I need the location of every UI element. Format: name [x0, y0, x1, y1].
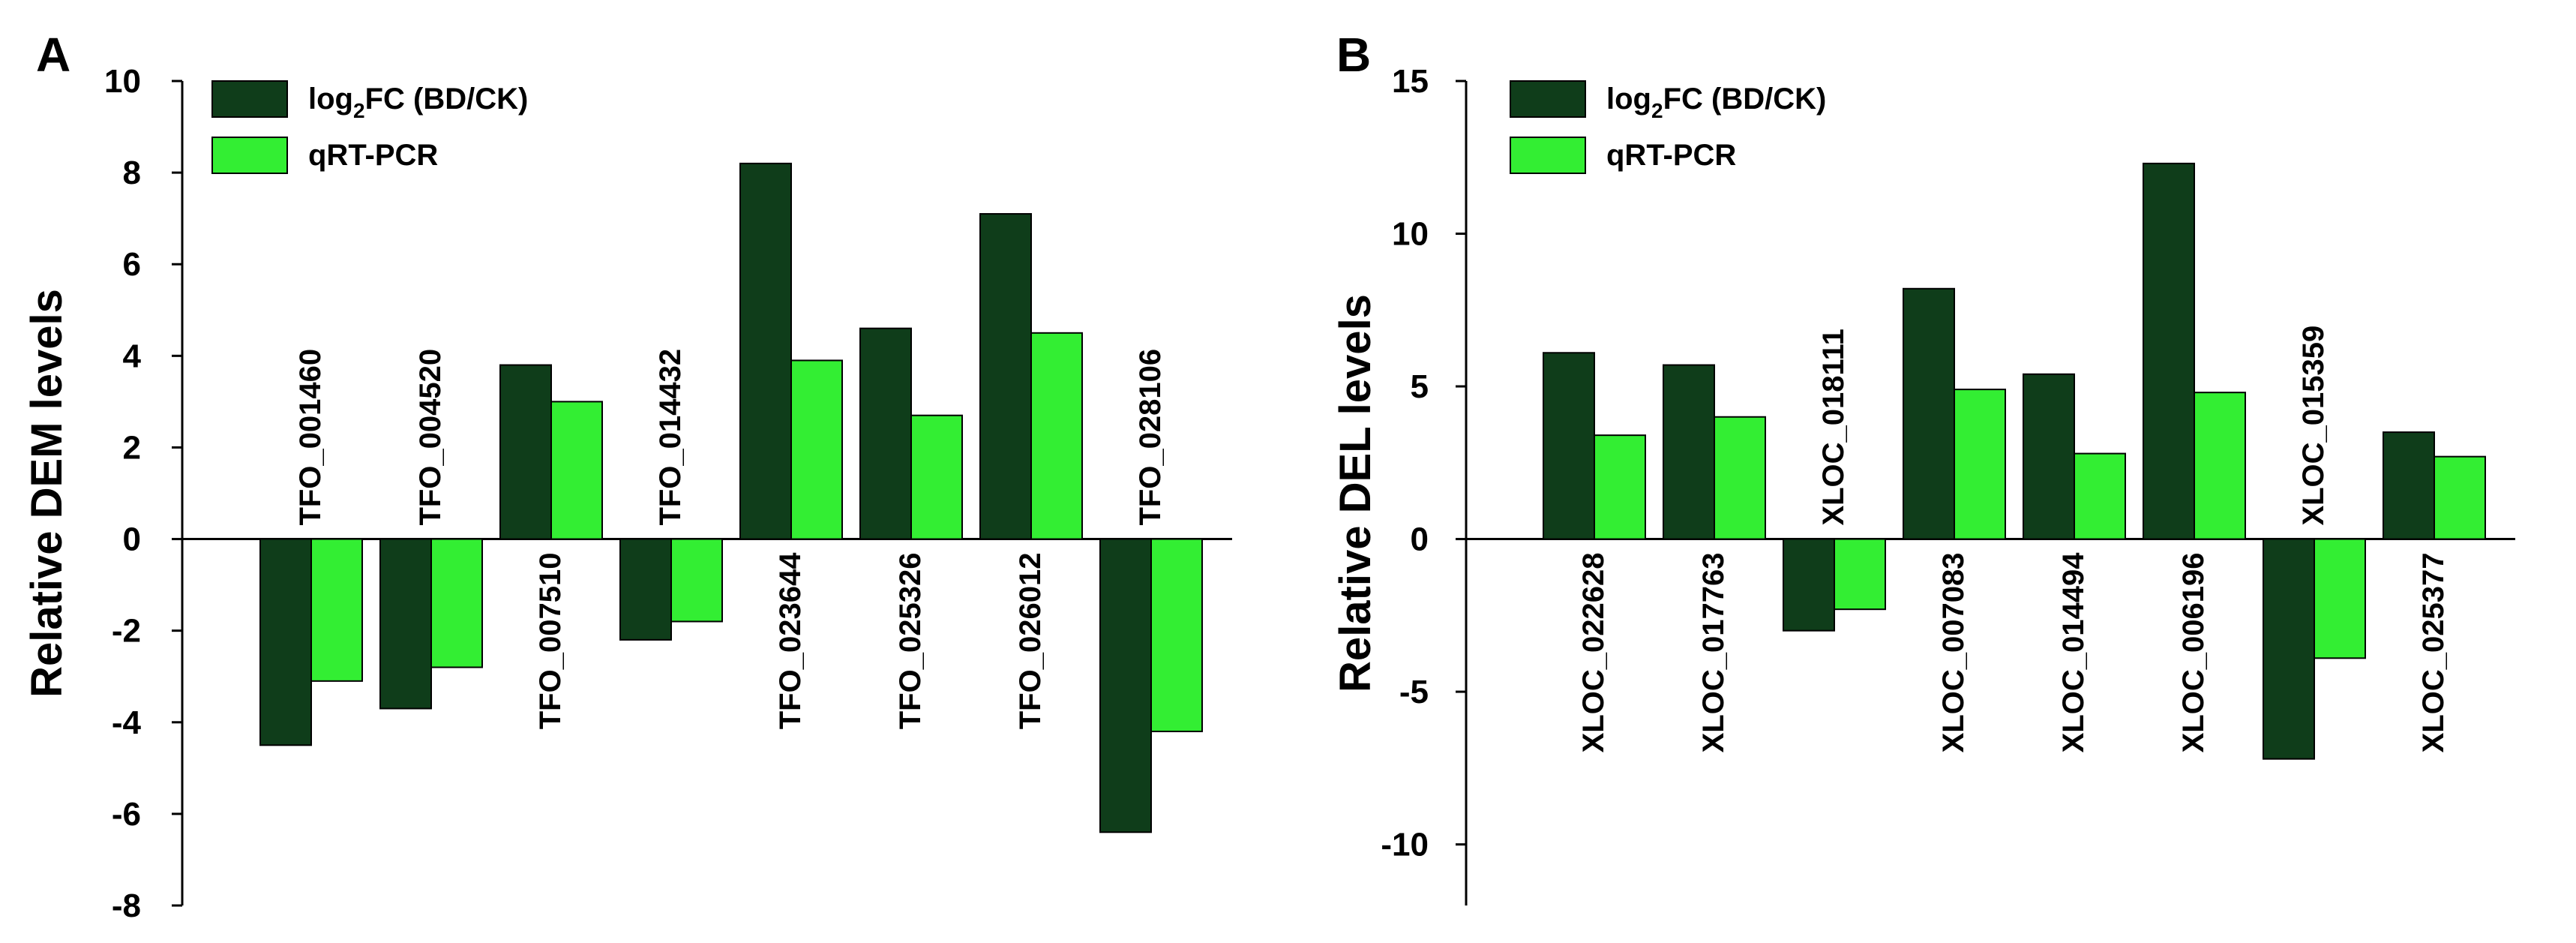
category-label-a: TFO_025326 — [894, 553, 927, 730]
y-tick-label-a: -4 — [112, 704, 142, 741]
bar-log2fc-b — [1783, 538, 1835, 632]
legend-text-rest: FC (BD/CK) — [365, 83, 529, 116]
bar-qrtpcr-a — [430, 538, 483, 668]
y-tick-label-a: 6 — [123, 246, 141, 283]
bar-log2fc-a — [739, 162, 792, 540]
legend-swatch-log2fc-b — [1510, 80, 1586, 118]
category-label-a: TFO_001460 — [294, 349, 327, 526]
bar-log2fc-a — [859, 327, 912, 540]
y-axis-label-b: Relative DEL levels — [1331, 294, 1380, 692]
legend-text-subscript: 2 — [1651, 99, 1663, 122]
bar-log2fc-a — [1099, 538, 1152, 833]
y-tick-label-b: 5 — [1411, 368, 1429, 405]
y-tick-label-b: 10 — [1392, 216, 1429, 253]
bar-log2fc-a — [619, 538, 672, 641]
bar-qrtpcr-b — [1954, 389, 2006, 540]
legend-swatch-log2fc-a — [211, 80, 288, 118]
y-tick-label-b: 15 — [1392, 63, 1429, 100]
bar-log2fc-b — [2263, 538, 2315, 760]
category-label-b: XLOC_006196 — [2177, 553, 2210, 753]
y-axis-label-a: Relative DEM levels — [22, 289, 71, 698]
bar-qrtpcr-b — [1594, 434, 1646, 540]
legend-text-main: log — [1606, 83, 1651, 116]
bar-qrtpcr-b — [2074, 452, 2126, 540]
bar-log2fc-a — [379, 538, 432, 710]
y-tick-label-a: -8 — [112, 887, 141, 924]
legend-label-log2fc-b: log2FC (BD/CK) — [1606, 83, 1826, 122]
legend-label-qrtpcr-b: qRT-PCR — [1606, 139, 1736, 172]
category-label-a: TFO_014432 — [654, 349, 687, 526]
category-label-a: TFO_007510 — [534, 553, 567, 730]
y-tick-label-a: 4 — [123, 338, 142, 374]
y-tick-label-b: -10 — [1381, 827, 1429, 863]
bar-log2fc-a — [499, 364, 552, 540]
bar-log2fc-b — [1543, 352, 1595, 540]
bar-log2fc-a — [259, 538, 312, 746]
category-label-b: XLOC_015359 — [2297, 326, 2330, 526]
bar-qrtpcr-a — [550, 401, 603, 540]
y-tick-label-a: 2 — [123, 429, 141, 466]
bar-qrtpcr-a — [670, 538, 723, 623]
bar-log2fc-b — [2383, 431, 2435, 540]
bar-qrtpcr-a — [1030, 332, 1083, 540]
category-label-b: XLOC_018111 — [1817, 329, 1850, 525]
panel-letter-b: B — [1336, 28, 1371, 82]
panel-b: B Relative DEL levels -10 -5 0 5 10 15 XLOC_0226… — [1331, 28, 2515, 905]
y-tick-label-a: -2 — [112, 613, 141, 650]
bar-qrtpcr-a — [310, 538, 363, 682]
legend-text-main: qRT-PCR — [1606, 139, 1736, 172]
bar-qrtpcr-a — [790, 359, 843, 540]
category-label-b: XLOC_017763 — [1697, 553, 1730, 753]
legend-text-main: qRT-PCR — [308, 139, 438, 172]
legend-label-log2fc-a: log2FC (BD/CK) — [308, 83, 528, 122]
bar-log2fc-a — [979, 213, 1032, 540]
y-tick-label-b: 0 — [1411, 521, 1429, 558]
category-label-a: TFO_028106 — [1134, 349, 1167, 526]
bar-qrtpcr-b — [2194, 392, 2246, 540]
bar-qrtpcr-a — [1150, 538, 1203, 732]
category-label-b: XLOC_007083 — [1937, 553, 1970, 753]
legend-text-rest: FC (BD/CK) — [1663, 83, 1827, 116]
legend-swatch-qrtpcr-b — [1510, 137, 1586, 174]
y-tick-label-a: 8 — [123, 155, 141, 191]
y-tick-label-a: -6 — [112, 796, 141, 833]
category-label-a: TFO_023644 — [774, 552, 807, 729]
bar-log2fc-b — [1903, 287, 1955, 540]
y-tick-label-a: 0 — [123, 521, 141, 558]
panel-a: A Relative DEM levels -8 -6 -4 -2 0 2 4 6 8 10 TFO_0… — [22, 28, 1232, 924]
legend-swatch-qrtpcr-a — [211, 137, 288, 174]
legend-label-qrtpcr-a: qRT-PCR — [308, 139, 438, 172]
bar-log2fc-b — [1663, 364, 1715, 540]
y-tick-label-a: 10 — [104, 63, 141, 100]
y-tick-label-b: -5 — [1399, 674, 1429, 710]
bar-log2fc-b — [2143, 162, 2195, 540]
bar-log2fc-b — [2023, 373, 2075, 540]
bar-qrtpcr-b — [2314, 538, 2366, 659]
bar-qrtpcr-b — [1714, 416, 1766, 540]
legend-text-subscript: 2 — [353, 99, 365, 122]
category-label-b: XLOC_022628 — [1577, 553, 1610, 753]
category-label-a: TFO_026012 — [1014, 553, 1047, 730]
legend-text-main: log — [308, 83, 353, 116]
bar-qrtpcr-a — [910, 414, 963, 540]
bar-qrtpcr-b — [2434, 455, 2486, 540]
category-label-b: XLOC_014494 — [2057, 552, 2090, 753]
panel-letter-a: A — [36, 28, 70, 82]
category-label-a: TFO_004520 — [414, 349, 447, 526]
bar-qrtpcr-b — [1834, 538, 1886, 611]
category-label-b: XLOC_025377 — [2417, 553, 2450, 753]
